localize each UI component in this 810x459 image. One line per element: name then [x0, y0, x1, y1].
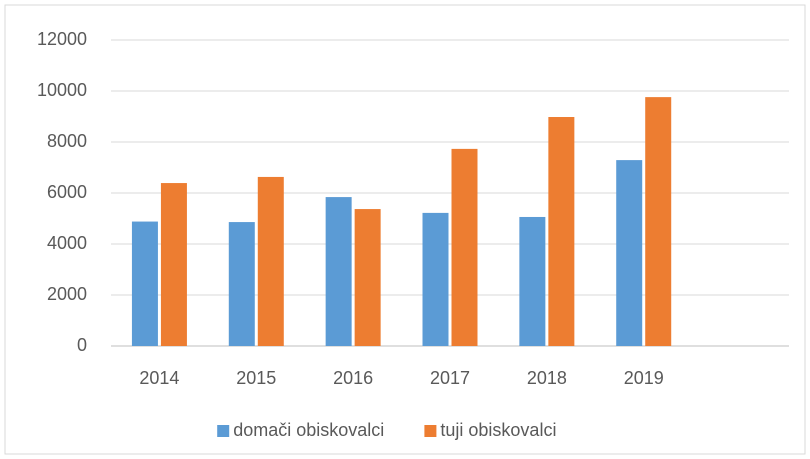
- bar: [645, 97, 672, 347]
- bar: [160, 183, 187, 346]
- legend-label: tuji obiskovalci: [440, 420, 556, 440]
- bar: [257, 176, 284, 346]
- legend-swatch: [424, 425, 437, 437]
- legend-swatch: [217, 425, 230, 437]
- x-tick-label: 2019: [624, 368, 664, 388]
- y-tick-label: 12000: [37, 29, 87, 49]
- y-tick-label: 6000: [47, 182, 87, 202]
- y-tick-label: 8000: [47, 131, 87, 151]
- bar: [616, 160, 643, 346]
- y-tick-label: 4000: [47, 233, 87, 253]
- bar: [422, 212, 449, 346]
- bar: [131, 221, 158, 346]
- x-tick-label: 2018: [527, 368, 567, 388]
- bar: [548, 117, 575, 346]
- bar: [451, 148, 478, 346]
- bar: [228, 222, 255, 346]
- x-tick-label: 2015: [236, 368, 276, 388]
- legend-label: domači obiskovalci: [233, 420, 384, 440]
- x-tick-label: 2017: [430, 368, 470, 388]
- bar: [354, 209, 381, 346]
- bar: [325, 197, 352, 346]
- y-tick-label: 2000: [47, 284, 87, 304]
- x-tick-label: 2014: [139, 368, 179, 388]
- x-tick-label: 2016: [333, 368, 373, 388]
- y-tick-label: 0: [77, 335, 87, 355]
- y-tick-label: 10000: [37, 80, 87, 100]
- chart-border: [4, 4, 806, 455]
- bar: [519, 216, 546, 346]
